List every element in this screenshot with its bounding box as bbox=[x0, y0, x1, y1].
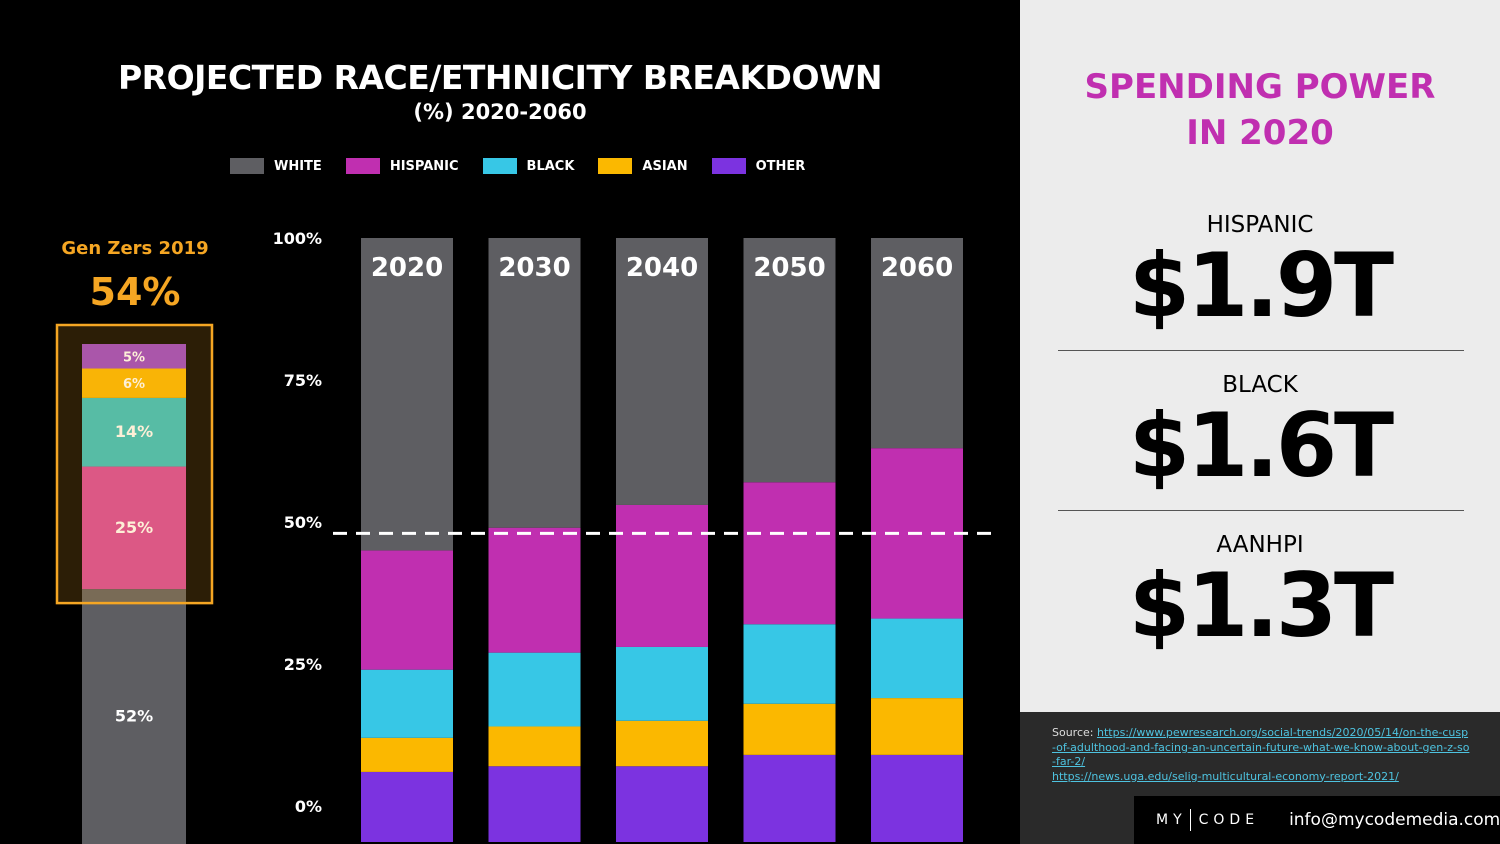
spending-title-line1: SPENDING POWER bbox=[1084, 67, 1436, 107]
gen-z-segment-label: 5% bbox=[123, 350, 145, 365]
y-tick-label: 0% bbox=[295, 797, 322, 816]
legend-label: BLACK bbox=[526, 158, 575, 174]
source-text: Source: https://www.pewresearch.org/soci… bbox=[1052, 726, 1472, 784]
legend-swatch bbox=[230, 158, 264, 174]
gen-z-segment-label: 14% bbox=[115, 422, 153, 441]
mycode-logo: MY CODE bbox=[1156, 809, 1259, 831]
bar-year-label: 2020 bbox=[371, 253, 443, 283]
bar-year-label: 2050 bbox=[753, 253, 825, 283]
y-tick-label: 75% bbox=[284, 371, 322, 390]
gen-z-highlight-box bbox=[55, 323, 214, 605]
spending-label: BLACK bbox=[1222, 372, 1298, 398]
bar-segment-asian bbox=[361, 737, 453, 772]
bar-segment-black bbox=[616, 646, 708, 721]
logo-separator bbox=[1189, 809, 1191, 831]
legend-item: HISPANIC bbox=[345, 158, 459, 174]
y-tick-label: 25% bbox=[284, 655, 322, 674]
spending-label: AANHPI bbox=[1216, 532, 1304, 558]
spending-item-black: BLACK $1.6T bbox=[1020, 372, 1500, 490]
bar-segment-white bbox=[361, 238, 453, 551]
logo-code: CODE bbox=[1198, 812, 1260, 828]
bar-year-label: 2060 bbox=[881, 253, 953, 283]
bar-segment-asian bbox=[616, 720, 708, 767]
source-link-uga[interactable]: https://news.uga.edu/selig-multicultural… bbox=[1052, 769, 1399, 783]
spending-value: $1.3T bbox=[1128, 554, 1394, 657]
spending-title-line2: IN 2020 bbox=[1186, 113, 1334, 153]
divider bbox=[1058, 510, 1464, 511]
gen-z-segment bbox=[82, 368, 186, 398]
bar-segment-other bbox=[871, 754, 963, 842]
brand-bar: MY CODE info@mycodemedia.com bbox=[1134, 796, 1500, 844]
chart-subtitle: (%) 2020-2060 bbox=[413, 100, 587, 124]
gen-z-segment-label: 52% bbox=[115, 707, 153, 726]
contact-email[interactable]: info@mycodemedia.com bbox=[1289, 810, 1500, 830]
legend-swatch bbox=[482, 158, 517, 174]
gen-z-segment bbox=[82, 397, 186, 467]
bar-segment-black bbox=[871, 618, 963, 699]
bar-segment-white bbox=[871, 238, 963, 449]
source-label: Source: bbox=[1052, 726, 1097, 739]
spending-item-aanhpi: AANHPI $1.3T bbox=[1020, 532, 1500, 650]
legend-item: WHITE bbox=[230, 158, 322, 174]
legend-label: WHITE bbox=[274, 158, 322, 174]
spending-value: $1.9T bbox=[1128, 234, 1394, 337]
legend-item: ASIAN bbox=[598, 158, 688, 174]
bar-segment-white bbox=[616, 238, 708, 505]
logo-my: MY bbox=[1156, 812, 1187, 828]
legend-item: BLACK bbox=[482, 158, 575, 174]
gen-z-segment bbox=[82, 344, 186, 369]
source-link-pew[interactable]: https://www.pewresearch.org/social-trend… bbox=[1052, 726, 1470, 768]
bar-year-label: 2030 bbox=[498, 253, 570, 283]
bar-segment-other bbox=[616, 766, 708, 842]
chart-legend: WHITE HISPANIC BLACK ASIAN OTHER bbox=[230, 158, 829, 174]
bar-segment-asian bbox=[488, 726, 581, 767]
spending-value: $1.6T bbox=[1128, 394, 1394, 497]
bar-segment-other bbox=[488, 766, 581, 842]
y-tick-label: 50% bbox=[284, 513, 322, 532]
divider bbox=[1058, 350, 1464, 351]
chart-panel: PROJECTED RACE/ETHNICITY BREAKDOWN (%) 2… bbox=[55, 58, 992, 844]
legend-label: HISPANIC bbox=[389, 158, 459, 174]
bar-segment-hispanic bbox=[616, 504, 708, 647]
legend-label: OTHER bbox=[755, 158, 806, 174]
spending-item-hispanic: HISPANIC $1.9T bbox=[1020, 212, 1500, 330]
bar-segment-black bbox=[361, 669, 453, 738]
stacked-bar-chart: 0% 25% 50% 75% 100% 2020 2030 2040 2050 2060 52% 25… bbox=[55, 229, 992, 844]
gen-z-segment bbox=[82, 589, 186, 844]
footer: Source: https://www.pewresearch.org/soci… bbox=[1020, 712, 1500, 844]
bar-segment-other bbox=[743, 754, 836, 842]
gen-z-segment-label: 6% bbox=[123, 377, 145, 392]
bar-segment-hispanic bbox=[743, 482, 836, 625]
gen-z-segment bbox=[82, 466, 186, 590]
bar-segment-other bbox=[361, 771, 453, 842]
legend-swatch bbox=[598, 158, 633, 174]
bar-segment-white bbox=[743, 238, 836, 483]
bar-segment-asian bbox=[871, 698, 963, 755]
spending-panel: SPENDING POWER IN 2020 HISPANIC $1.9T BL… bbox=[1020, 0, 1500, 712]
chart-title: PROJECTED RACE/ETHNICITY BREAKDOWN bbox=[117, 58, 883, 97]
bar-segment-black bbox=[743, 624, 836, 704]
bar-segment-white bbox=[488, 238, 581, 528]
bar-segment-hispanic bbox=[488, 527, 581, 653]
legend-swatch bbox=[711, 158, 746, 174]
y-tick-label: 100% bbox=[273, 229, 322, 248]
legend-item: OTHER bbox=[711, 158, 806, 174]
bar-year-label: 2040 bbox=[626, 253, 698, 283]
gen-z-title: Gen Zers 2019 bbox=[61, 238, 209, 259]
bar-segment-black bbox=[488, 652, 581, 727]
bar-segment-asian bbox=[743, 703, 836, 755]
spending-label: HISPANIC bbox=[1206, 212, 1314, 238]
legend-label: ASIAN bbox=[642, 158, 688, 174]
bar-segment-hispanic bbox=[361, 550, 453, 670]
spending-title: SPENDING POWER IN 2020 bbox=[1020, 64, 1500, 156]
gen-z-percent: 54% bbox=[89, 270, 181, 314]
gen-z-segment-label: 25% bbox=[115, 518, 153, 537]
legend-swatch bbox=[345, 158, 380, 174]
